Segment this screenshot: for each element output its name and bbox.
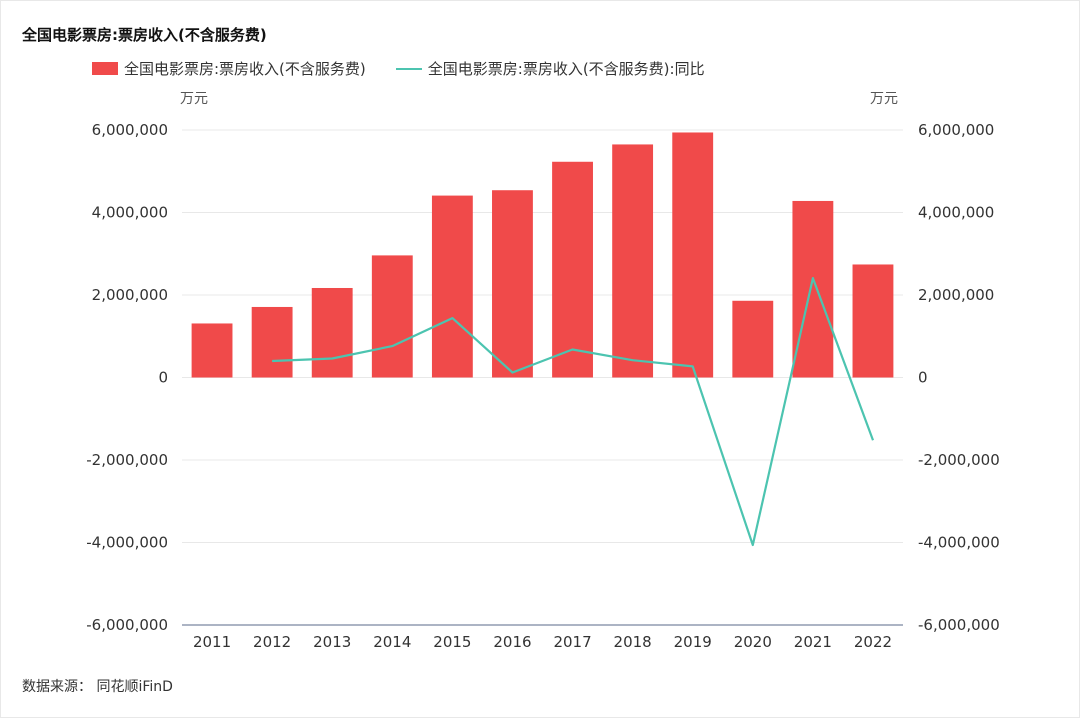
x-tick-label: 2016 [493,633,531,651]
bar [371,255,413,378]
y-tick-label-right: -2,000,000 [918,451,1000,469]
x-tick-label: 2015 [433,633,471,651]
x-tick-label: 2012 [253,633,291,651]
y-tick-label-right: 2,000,000 [918,286,994,304]
x-tick-label: 2014 [373,633,411,651]
legend-item-bar[interactable]: 全国电影票房:票房收入(不含服务费) [92,58,366,79]
y-tick-label-left: -6,000,000 [86,616,168,634]
y-tick-label-right: 0 [918,369,928,387]
x-tick-label: 2011 [193,633,231,651]
line-series-yoy [272,277,875,547]
x-tick-label: 2021 [794,633,832,651]
legend-label-bar: 全国电影票房:票房收入(不含服务费) [124,60,366,78]
bar [311,287,353,378]
bar [251,306,293,378]
data-source-note: 数据来源： 同花顺iFinD [22,679,173,695]
y-tick-label-left: 4,000,000 [92,204,168,222]
bar [792,200,834,378]
y-tick-label-right: 6,000,000 [918,121,994,139]
x-tick-label: 2022 [854,633,892,651]
x-tick-label: 2020 [734,633,772,651]
bar [191,323,233,378]
legend-label-line: 全国电影票房:票房收入(不含服务费):同比 [427,60,705,78]
y-tick-label-right: -4,000,000 [918,534,1000,552]
bar [732,300,774,378]
y-tick-label-left: -2,000,000 [86,451,168,469]
y-tick-label-right: 4,000,000 [918,204,994,222]
y-tick-label-left: 6,000,000 [92,121,168,139]
x-tick-label: 2018 [614,633,652,651]
bar [852,264,894,378]
x-tick-label: 2019 [674,633,712,651]
left-axis-unit: 万元 [180,91,208,107]
y-tick-label-right: -6,000,000 [918,616,1000,634]
right-axis-unit: 万元 [870,91,898,107]
bar [431,195,473,378]
chart-title: 全国电影票房:票房收入(不含服务费) [22,26,267,44]
x-tick-label: 2013 [313,633,351,651]
x-tick-label: 2017 [553,633,591,651]
bar [492,190,533,378]
y-tick-label-left: 0 [158,369,168,387]
legend-swatch-bar [92,62,118,75]
legend-swatch-line [395,67,422,70]
y-tick-label-left: -4,000,000 [86,534,168,552]
bar [672,132,714,378]
bar [552,161,593,378]
bar [612,144,654,378]
legend-item-line[interactable]: 全国电影票房:票房收入(不含服务费):同比 [395,58,705,79]
y-tick-label-left: 2,000,000 [92,286,168,304]
legend: 全国电影票房:票房收入(不含服务费) 全国电影票房:票房收入(不含服务费):同比 [92,58,735,79]
